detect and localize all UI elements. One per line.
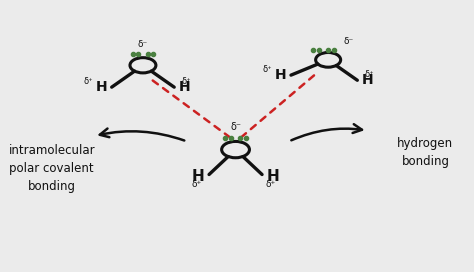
Text: δ⁺: δ⁺ xyxy=(83,77,93,86)
Text: δ⁻: δ⁻ xyxy=(230,122,241,132)
Text: H: H xyxy=(95,80,107,94)
Text: H: H xyxy=(275,68,286,82)
Text: δ⁻: δ⁻ xyxy=(344,37,354,46)
Text: H: H xyxy=(191,169,204,184)
Text: δ⁺: δ⁺ xyxy=(181,77,191,86)
Text: hydrogen
bonding: hydrogen bonding xyxy=(397,137,454,168)
Text: H: H xyxy=(179,80,191,94)
Text: H: H xyxy=(362,73,374,87)
Text: δ⁻: δ⁻ xyxy=(138,40,148,49)
Text: δ⁺: δ⁺ xyxy=(192,180,202,189)
Text: δ⁺: δ⁺ xyxy=(263,65,273,74)
Text: H: H xyxy=(267,169,280,184)
Text: intramolecular
polar covalent
bonding: intramolecular polar covalent bonding xyxy=(9,144,95,193)
Text: δ⁺: δ⁺ xyxy=(265,180,275,189)
Text: δ⁺: δ⁺ xyxy=(364,70,374,79)
